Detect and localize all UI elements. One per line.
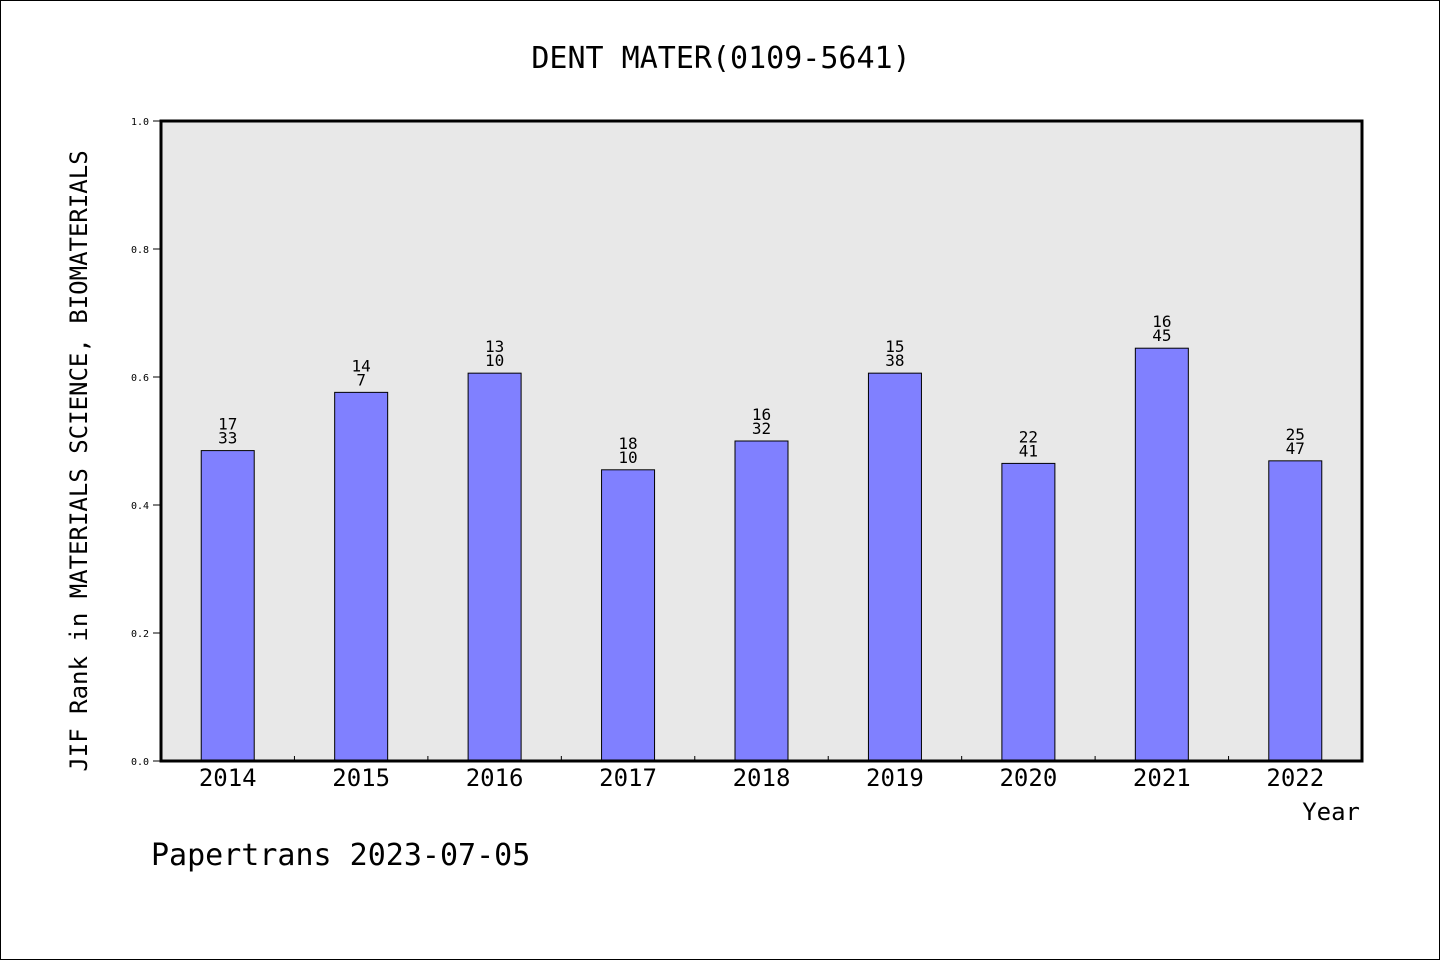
- footer-text: Papertrans 2023-07-05: [151, 838, 530, 873]
- x-tick-label-2015: 2015: [332, 764, 390, 792]
- x-tick-label-2018: 2018: [733, 764, 791, 792]
- bar-2020: [1001, 462, 1056, 762]
- bar-2021: [1134, 347, 1189, 762]
- bar-2017: [601, 469, 656, 762]
- bar-2022: [1268, 460, 1323, 762]
- bar-label-bottom-2016: 10: [485, 351, 504, 370]
- bar-2019: [867, 372, 922, 762]
- bar-label-bottom-2018: 32: [752, 419, 771, 438]
- bar-2014: [200, 450, 255, 762]
- chart-title: DENT MATER(0109-5641): [531, 41, 910, 76]
- x-axis-label: Year: [1302, 798, 1360, 826]
- bar-label-top-2014: 17: [218, 415, 237, 434]
- x-tick-label-2019: 2019: [866, 764, 924, 792]
- x-tick-label-2017: 2017: [599, 764, 657, 792]
- bar-label-bottom-2014: 33: [218, 429, 237, 448]
- y-tick-label-3: 0.6: [131, 373, 149, 384]
- bar-label-top-2015: 14: [352, 356, 371, 375]
- bar-label-top-2016: 13: [485, 337, 504, 356]
- bar-label-bottom-2020: 41: [1019, 441, 1038, 460]
- plot-border: [159, 119, 1364, 763]
- x-tick-label-2016: 2016: [466, 764, 524, 792]
- y-tick-label-0: 0.0: [131, 757, 149, 768]
- x-tick-label-2021: 2021: [1133, 764, 1191, 792]
- bar-label-top-2021: 16: [1152, 312, 1171, 331]
- bar-label-bottom-2022: 47: [1286, 439, 1305, 458]
- bar-2016: [467, 372, 522, 762]
- bar-label-bottom-2017: 10: [618, 448, 637, 467]
- y-tick-label-2: 0.4: [131, 501, 149, 512]
- bar-2018: [734, 440, 789, 762]
- bar-label-top-2018: 16: [752, 405, 771, 424]
- x-tick-label-2022: 2022: [1266, 764, 1324, 792]
- y-tick-label-1: 0.2: [131, 629, 149, 640]
- bar-label-top-2022: 25: [1286, 425, 1305, 444]
- bar-2015: [334, 391, 389, 762]
- bar-label-top-2020: 22: [1019, 427, 1038, 446]
- y-tick-label-4: 0.8: [131, 245, 149, 256]
- bar-label-top-2019: 15: [885, 337, 904, 356]
- bar-label-bottom-2015: 7: [356, 370, 366, 389]
- bar-label-bottom-2021: 45: [1152, 326, 1171, 345]
- y-tick-label-5: 1.0: [131, 117, 149, 128]
- y-axis-label: JIF Rank in MATERIALS SCIENCE, BIOMATERI…: [65, 150, 93, 771]
- ticks-layer: 2014 2015 2016 2017 2018 2019 2020 2021 2022 0.0 0…: [131, 117, 1324, 792]
- bar-label-top-2017: 18: [618, 434, 637, 453]
- bar-label-bottom-2019: 38: [885, 351, 904, 370]
- x-tick-label-2020: 2020: [999, 764, 1057, 792]
- x-tick-label-2014: 2014: [199, 764, 257, 792]
